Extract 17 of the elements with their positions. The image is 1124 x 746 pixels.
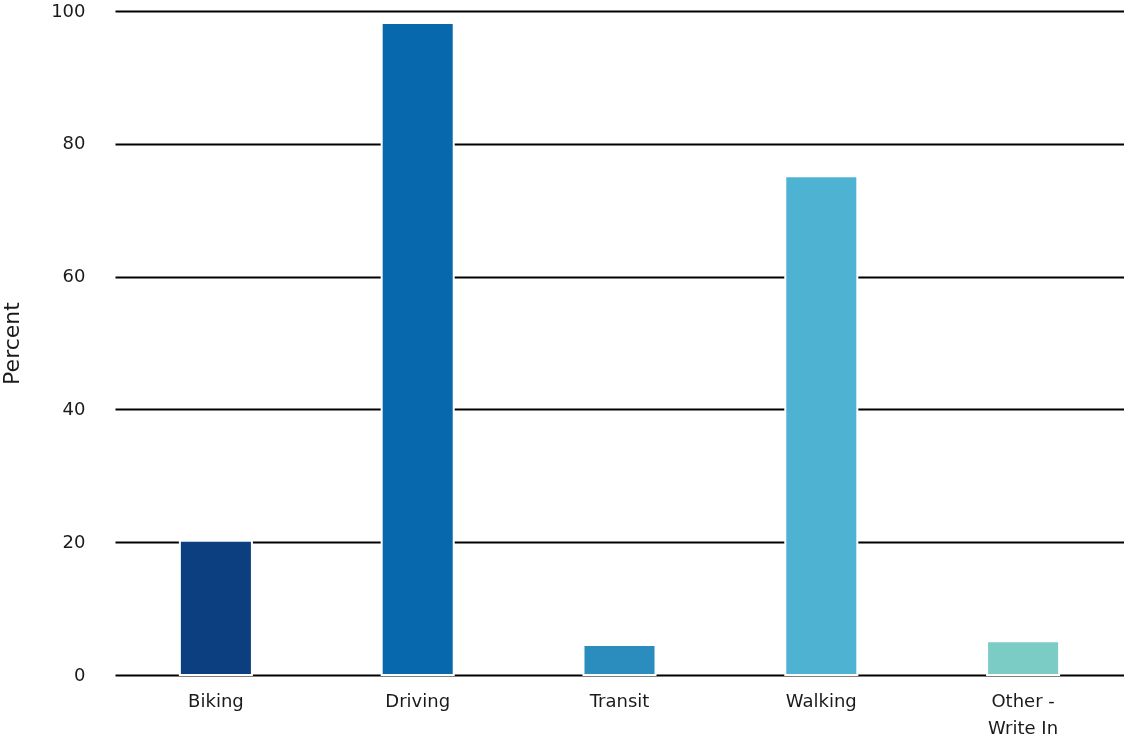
x-tick-label: Walking bbox=[785, 689, 857, 711]
y-tick-label: 80 bbox=[62, 132, 86, 154]
bar bbox=[582, 644, 657, 676]
y-tick-label: 40 bbox=[62, 397, 86, 419]
bar bbox=[178, 539, 253, 676]
y-tick-label: 100 bbox=[51, 0, 86, 21]
bar bbox=[784, 175, 859, 676]
x-tick-label: Driving bbox=[385, 689, 451, 711]
y-tick-label: 20 bbox=[62, 530, 86, 552]
x-tick-label: Transit bbox=[588, 689, 650, 711]
y-axis-title: Percent bbox=[0, 301, 25, 385]
bar bbox=[986, 640, 1061, 676]
bar bbox=[380, 21, 455, 676]
y-tick-label: 0 bbox=[74, 663, 86, 685]
y-tick-label: 60 bbox=[62, 265, 86, 287]
x-tick-label: Other - Write In bbox=[988, 689, 1059, 738]
x-tick-label: Biking bbox=[188, 689, 244, 711]
